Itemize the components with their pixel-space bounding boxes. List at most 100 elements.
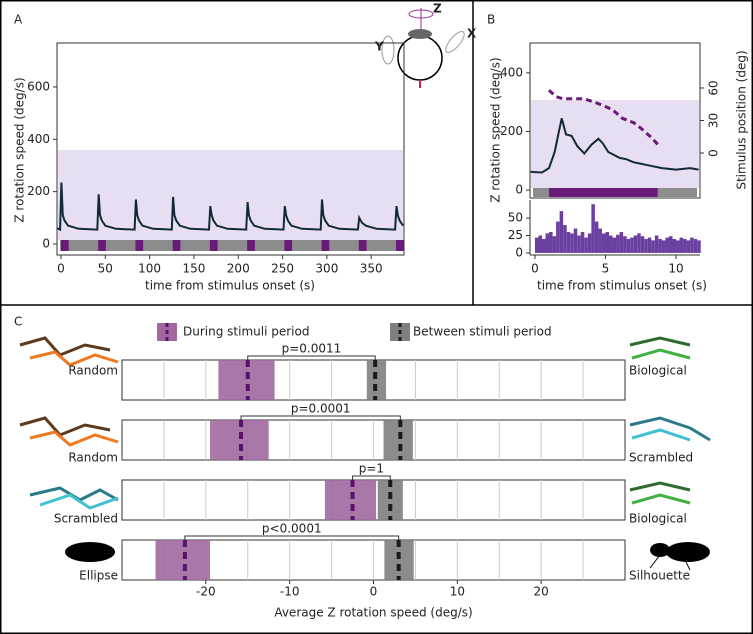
- x-tick-label: -10: [280, 585, 300, 599]
- panel-label: B: [487, 13, 495, 27]
- histogram-bar: [640, 236, 645, 253]
- y-axis-label: Z rotation speed (deg/s): [13, 77, 27, 222]
- histogram-bar: [626, 238, 631, 253]
- stimulus-period: [358, 240, 367, 251]
- histogram-bar: [549, 232, 553, 253]
- stimulus-period: [549, 188, 658, 197]
- histogram-bar: [672, 238, 677, 253]
- p-value-label: p<0.0001: [262, 522, 322, 536]
- icon-axis-label: Z: [433, 2, 442, 16]
- beetle-icon: [649, 542, 710, 571]
- histogram-bar: [594, 221, 599, 253]
- x-tick-label: 200: [227, 262, 250, 276]
- x-tick-label: 5: [602, 262, 610, 276]
- y-tick-label: 400: [500, 65, 523, 79]
- stimulus-strip: [60, 240, 401, 251]
- histogram-bar: [644, 238, 648, 253]
- icon-axis-label: Y: [374, 40, 384, 54]
- plot-frame: [56, 42, 405, 256]
- histogram-bar: [577, 235, 581, 253]
- y-tick-label: 0: [515, 245, 523, 259]
- left-stimulus-label: Scrambled: [54, 512, 118, 526]
- histogram-bar: [587, 233, 592, 253]
- x-tick-label: 0: [57, 262, 65, 276]
- histogram-bar: [654, 235, 659, 253]
- confidence-band: [366, 360, 387, 400]
- y-tick-label: 25: [508, 228, 523, 242]
- stimulus-period: [396, 240, 404, 251]
- histogram-bar: [573, 228, 578, 253]
- mean-line: [56, 182, 404, 232]
- significance-bracket: [352, 475, 391, 480]
- legend-label: Between stimuli period: [413, 325, 552, 339]
- y-tick-label: 400: [27, 132, 50, 146]
- significance-bracket: [240, 415, 401, 420]
- x-tick-label: 100: [138, 262, 161, 276]
- histogram-bar: [690, 237, 694, 253]
- histogram-bar: [556, 221, 560, 253]
- histogram-bar: [647, 237, 652, 253]
- stimulus-period: [284, 240, 293, 251]
- y-tick-label: 0: [515, 183, 523, 197]
- icon-axis-label: X: [467, 27, 477, 41]
- histogram-bar: [580, 232, 585, 253]
- stimulus-period: [172, 240, 181, 251]
- histogram-bar: [584, 237, 588, 253]
- histogram-bar: [633, 235, 638, 253]
- right-stimulus-label: Biological: [629, 512, 687, 526]
- scatter-cloud: [58, 150, 403, 240]
- stimulus-period: [247, 240, 255, 251]
- p-value-label: p=0.0001: [291, 402, 351, 416]
- p-value-label: p=0.0011: [282, 342, 342, 356]
- histogram-bar: [598, 228, 602, 253]
- x-tick-label: 0: [531, 262, 539, 276]
- scatter-cloud: [531, 100, 699, 188]
- histogram-bar: [668, 236, 673, 253]
- mean-line: [530, 118, 699, 174]
- histogram-bar: [538, 235, 542, 253]
- histogram-bar: [605, 232, 610, 253]
- y-tick-label: 200: [500, 124, 523, 138]
- stimulus-period: [321, 240, 330, 251]
- y2-tick-label: 60: [707, 80, 721, 95]
- stimulus-period: [98, 240, 106, 251]
- right-stimulus-label: Biological: [629, 364, 687, 378]
- histogram-bar: [609, 235, 613, 253]
- histogram-bar: [616, 234, 620, 253]
- significance-bracket: [247, 355, 376, 360]
- panel-label: C: [14, 315, 22, 329]
- left-stimulus-label: Ellipse: [79, 569, 118, 583]
- histogram-bar: [601, 233, 606, 253]
- stimulus-period: [135, 240, 144, 251]
- fly-icon: [381, 8, 465, 88]
- x-axis-label: Average Z rotation speed (deg/s): [274, 606, 472, 620]
- y-axis-label: Z rotation speed (deg/s): [489, 57, 503, 202]
- p-value-label: p=1: [359, 462, 384, 476]
- position-line: [547, 89, 659, 146]
- x-axis-label: time from stimulus onset (s): [145, 279, 315, 293]
- significance-bracket: [184, 535, 400, 540]
- x-tick-label: 50: [98, 262, 113, 276]
- histogram-bar: [665, 237, 669, 253]
- histogram-bar: [679, 237, 684, 253]
- x-tick-label: 20: [534, 585, 549, 599]
- confidence-band: [155, 540, 211, 580]
- histogram-bar: [563, 225, 567, 253]
- y-tick-label: 600: [27, 79, 50, 93]
- histogram-bar: [686, 240, 691, 253]
- histogram-bar: [661, 240, 666, 253]
- x-tick-label: 10: [668, 262, 683, 276]
- histogram-bar: [693, 238, 698, 253]
- y2-tick-label: 0: [707, 149, 721, 157]
- histogram-bar: [566, 232, 571, 253]
- histogram-bar: [612, 237, 617, 253]
- histogram-bar: [623, 236, 627, 253]
- stimulus-icons: [19, 336, 711, 510]
- histogram-bar: [697, 240, 701, 253]
- right-stimulus-label: Silhouette: [629, 569, 690, 583]
- y-tick-label: 0: [42, 237, 50, 251]
- stimulus-period: [209, 240, 218, 251]
- histogram-bar: [651, 240, 655, 253]
